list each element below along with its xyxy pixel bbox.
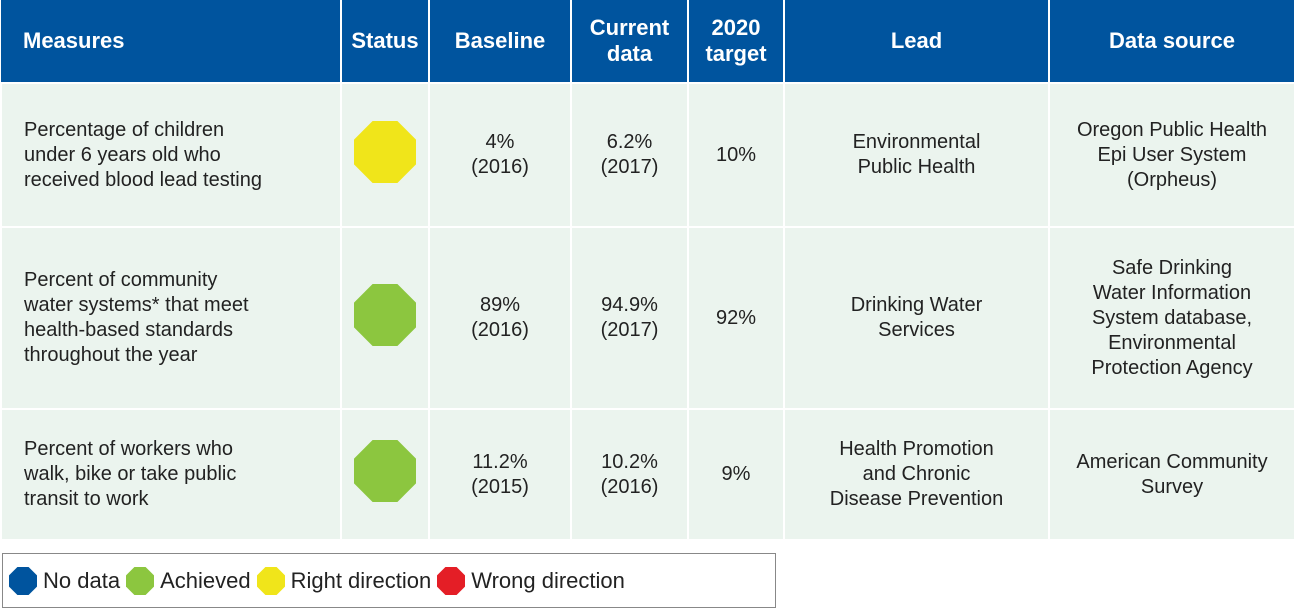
- octagon: [354, 120, 416, 183]
- baseline-cell: 11.2% (2015): [428, 408, 572, 541]
- table-row: Percent of community water systems* that…: [0, 226, 1296, 410]
- measure-cell: Percentage of children under 6 years old…: [0, 82, 342, 228]
- octagon: [126, 566, 155, 595]
- octagon: [354, 440, 416, 502]
- baseline-cell: 89% (2016): [428, 226, 572, 410]
- lead-cell: Health Promotion and Chronic Disease Pre…: [783, 408, 1050, 541]
- octagon: [437, 566, 466, 595]
- column-header: Current data: [571, 0, 689, 83]
- status-icon: [126, 566, 155, 595]
- current-cell: 94.9% (2017): [570, 226, 689, 410]
- measures-table: Measures Status Baseline Current data 2020 t…: [0, 0, 1296, 541]
- column-header: Status: [341, 0, 430, 83]
- octagon: [9, 566, 37, 595]
- status-icon: [354, 120, 416, 183]
- octagon: [256, 566, 285, 595]
- status-icon: [437, 566, 466, 595]
- target-cell: 10%: [687, 82, 785, 228]
- column-header: Baseline: [429, 0, 572, 83]
- legend-label: Achieved: [160, 567, 251, 593]
- table-body: Percentage of children under 6 years old…: [0, 82, 1296, 541]
- current-cell: 10.2% (2016): [570, 408, 689, 541]
- target-cell: 92%: [687, 226, 785, 410]
- status-cell: [340, 408, 430, 541]
- legend-item: No data: [9, 566, 121, 595]
- status-cell: [340, 226, 430, 410]
- legend: No data Achieved Right direction Wrong dire…: [2, 553, 776, 608]
- source-cell: Safe Drinking Water Information System d…: [1048, 226, 1296, 410]
- status-cell: [340, 82, 430, 228]
- legend-item: Right direction: [256, 566, 432, 595]
- legend-label: No data: [43, 567, 121, 593]
- measure-cell: Percent of community water systems* that…: [0, 226, 342, 410]
- measure-cell: Percent of workers who walk, bike or tak…: [0, 408, 342, 541]
- status-icon: [256, 566, 285, 595]
- source-cell: American Community Survey: [1048, 408, 1296, 541]
- column-header: Measures: [1, 0, 342, 83]
- status-icon: [9, 566, 37, 595]
- column-header: Data source: [1049, 0, 1296, 83]
- octagon: [354, 283, 416, 346]
- source-cell: Oregon Public Health Epi User System (Or…: [1048, 82, 1296, 228]
- column-header: 2020 target: [688, 0, 785, 83]
- legend-item: Wrong direction: [437, 566, 625, 595]
- lead-cell: Environmental Public Health: [783, 82, 1050, 228]
- target-cell: 9%: [687, 408, 785, 541]
- header-row: Measures Status Baseline Current data 2020 t…: [1, 0, 1296, 83]
- status-icon: [354, 283, 416, 346]
- column-header: Lead: [784, 0, 1050, 83]
- legend-label: Wrong direction: [471, 567, 625, 593]
- current-cell: 6.2% (2017): [570, 82, 689, 228]
- table-row: Percentage of children under 6 years old…: [0, 82, 1296, 228]
- status-icon: [354, 440, 416, 502]
- legend-label: Right direction: [290, 567, 432, 593]
- baseline-cell: 4% (2016): [428, 82, 572, 228]
- table-row: Percent of workers who walk, bike or tak…: [0, 408, 1296, 541]
- lead-cell: Drinking Water Services: [783, 226, 1050, 410]
- legend-item: Achieved: [126, 566, 251, 595]
